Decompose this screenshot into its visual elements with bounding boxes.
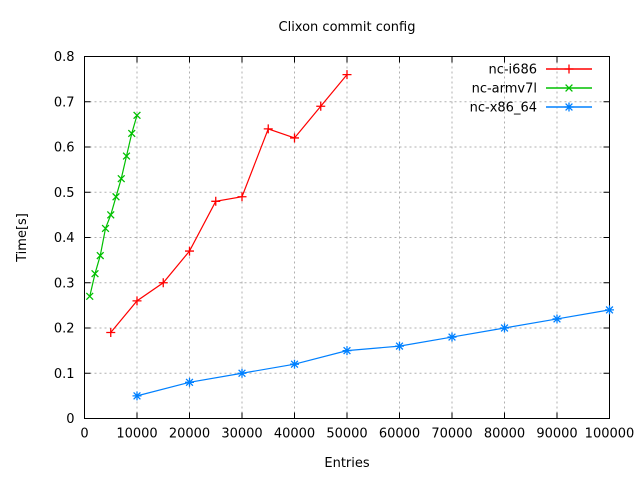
chart-title: Clixon commit config (279, 20, 416, 35)
y-tick-label: 0.7 (54, 95, 75, 110)
y-tick-label: 0.2 (54, 322, 75, 337)
data-series (85, 70, 614, 401)
y-axis-label: Time[s] (15, 213, 30, 263)
x-tick-label: 80000 (484, 427, 525, 442)
y-tick-label: 0.4 (54, 231, 75, 246)
x-tick-label: 100000 (585, 427, 635, 442)
legend-plus-marker (564, 64, 574, 74)
legend-label: nc-armv7l (472, 82, 537, 97)
y-tick-label: 0.3 (54, 276, 75, 291)
tick-labels: 0 10000 20000 30000 40000 50000 60000 70000 8000… (54, 50, 635, 442)
y-tick-label: 0.8 (54, 50, 75, 65)
y-tick-label: 0 (66, 412, 74, 427)
legend-item-nc-x86_64: nc-x86_64 (470, 101, 592, 116)
x-tick-label: 0 (80, 427, 88, 442)
x-tick-label: 60000 (379, 427, 420, 442)
series-nc-i686-line (110, 74, 348, 333)
legend-asterisk-marker (564, 102, 574, 112)
legend-cross-marker (565, 84, 573, 92)
x-axis-label: Entries (324, 456, 370, 471)
y-tick-label: 0.6 (54, 141, 75, 156)
series-nc-x86_64-line (136, 309, 610, 397)
x-tick-label: 20000 (169, 427, 210, 442)
series-nc-armv7l-line (89, 115, 138, 297)
legend-label: nc-x86_64 (470, 101, 537, 116)
x-tick-label: 50000 (326, 427, 367, 442)
series-nc-i686-plus-markers (106, 70, 352, 338)
axis-ticks (84, 56, 610, 419)
x-tick-label: 90000 (536, 427, 577, 442)
legend-label: nc-i686 (488, 63, 537, 78)
x-tick-label: 70000 (431, 427, 472, 442)
legend: nc-i686 nc-armv7l nc-x86_64 (470, 63, 592, 116)
series-nc-x86_64-asterisk-markers (132, 305, 614, 401)
y-tick-label: 0.5 (54, 186, 75, 201)
x-tick-label: 10000 (116, 427, 157, 442)
legend-item-nc-armv7l: nc-armv7l (472, 82, 592, 97)
x-tick-label: 30000 (221, 427, 262, 442)
series-nc-armv7l-cross-markers (85, 111, 141, 301)
x-tick-label: 40000 (274, 427, 315, 442)
y-tick-label: 0.1 (54, 367, 75, 382)
legend-item-nc-i686: nc-i686 (488, 63, 592, 78)
